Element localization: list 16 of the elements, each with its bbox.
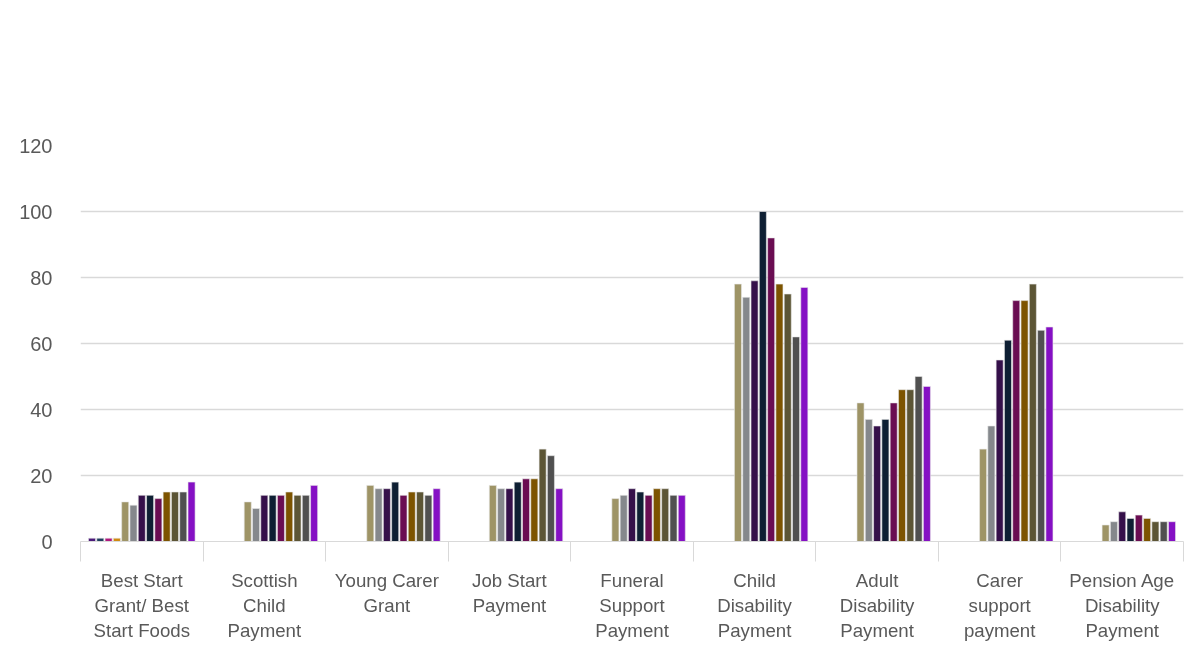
y-tick-label: 80	[30, 266, 53, 289]
y-tick-label: 20	[30, 464, 53, 487]
y-tick-label: 0	[41, 530, 53, 553]
x-tick-label: Young Carer Grant	[334, 569, 439, 616]
x-tick-label: Scottish Child Payment	[227, 569, 302, 641]
x-tick-label: Adult Disability Payment	[839, 569, 916, 641]
y-tick-label: 60	[30, 332, 53, 355]
x-tick-label: Child Disability Payment	[717, 569, 793, 641]
y-tick-label: 40	[30, 398, 53, 421]
x-tick-label: Pension Age Disability Payment	[1069, 569, 1175, 641]
y-tick-label: 120	[19, 134, 53, 157]
x-tick-label: Job Start Payment	[472, 569, 548, 616]
x-tick-label: Funeral Support Payment	[595, 569, 670, 641]
x-tick-label: Carer support payment	[963, 569, 1037, 641]
y-tick-label: 100	[19, 200, 53, 223]
x-tick-label: Best Start Grant/ Best Start Foods	[93, 569, 190, 641]
